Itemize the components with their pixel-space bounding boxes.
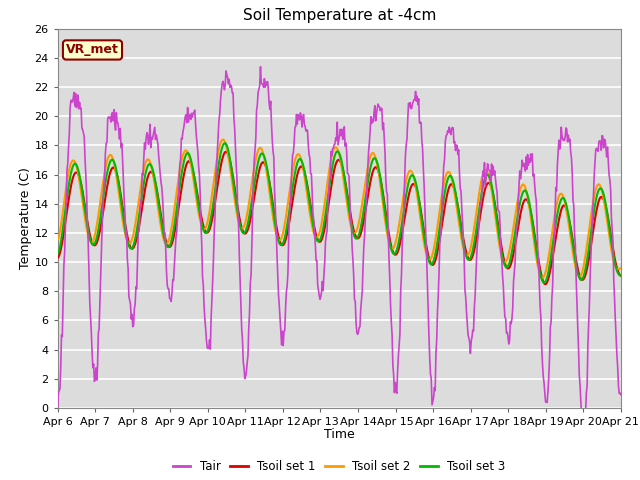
Tair — [257, 64, 264, 70]
Tair — [579, 441, 587, 447]
Line: Tair: Tair — [58, 67, 621, 444]
Tsoil set 3 — [425, 258, 433, 264]
Tsoil set 2 — [219, 137, 227, 143]
Tsoil set 2 — [122, 234, 129, 240]
Tsoil set 2 — [64, 174, 72, 180]
Tsoil set 1 — [408, 181, 416, 187]
Tsoil set 3 — [64, 189, 72, 194]
Line: Tsoil set 3: Tsoil set 3 — [58, 143, 621, 283]
Tair — [617, 392, 625, 397]
Tsoil set 1 — [617, 273, 625, 279]
Tsoil set 1 — [54, 255, 61, 261]
Tair — [64, 160, 72, 166]
Tair — [408, 101, 416, 107]
Text: VR_met: VR_met — [66, 44, 119, 57]
Y-axis label: Temperature (C): Temperature (C) — [19, 168, 31, 269]
Tsoil set 3 — [408, 172, 416, 178]
Tsoil set 2 — [408, 170, 416, 176]
Tsoil set 1 — [542, 281, 550, 287]
Legend: Tair, Tsoil set 1, Tsoil set 2, Tsoil set 3: Tair, Tsoil set 1, Tsoil set 2, Tsoil se… — [168, 456, 510, 478]
Tsoil set 1 — [122, 225, 129, 231]
Tsoil set 1 — [179, 177, 187, 183]
X-axis label: Time: Time — [324, 429, 355, 442]
Tsoil set 3 — [54, 251, 61, 257]
Tsoil set 2 — [617, 265, 625, 271]
Tsoil set 3 — [179, 163, 187, 169]
Tair — [122, 230, 129, 236]
Tsoil set 1 — [64, 203, 72, 208]
Tsoil set 2 — [179, 152, 187, 158]
Tair — [179, 129, 187, 134]
Tsoil set 3 — [617, 273, 625, 278]
Tsoil set 1 — [425, 255, 433, 261]
Tsoil set 2 — [209, 187, 216, 192]
Tsoil set 3 — [122, 230, 129, 236]
Tair — [209, 277, 216, 283]
Line: Tsoil set 1: Tsoil set 1 — [58, 152, 621, 284]
Tsoil set 2 — [539, 275, 547, 281]
Tsoil set 3 — [221, 140, 228, 146]
Tsoil set 1 — [222, 149, 230, 155]
Tsoil set 2 — [54, 237, 61, 242]
Tsoil set 3 — [540, 280, 548, 286]
Title: Soil Temperature at -4cm: Soil Temperature at -4cm — [243, 9, 436, 24]
Line: Tsoil set 2: Tsoil set 2 — [58, 140, 621, 278]
Tair — [54, 405, 61, 410]
Tair — [425, 331, 433, 336]
Tsoil set 1 — [209, 214, 216, 219]
Tsoil set 2 — [425, 256, 433, 262]
Tsoil set 3 — [209, 204, 216, 210]
